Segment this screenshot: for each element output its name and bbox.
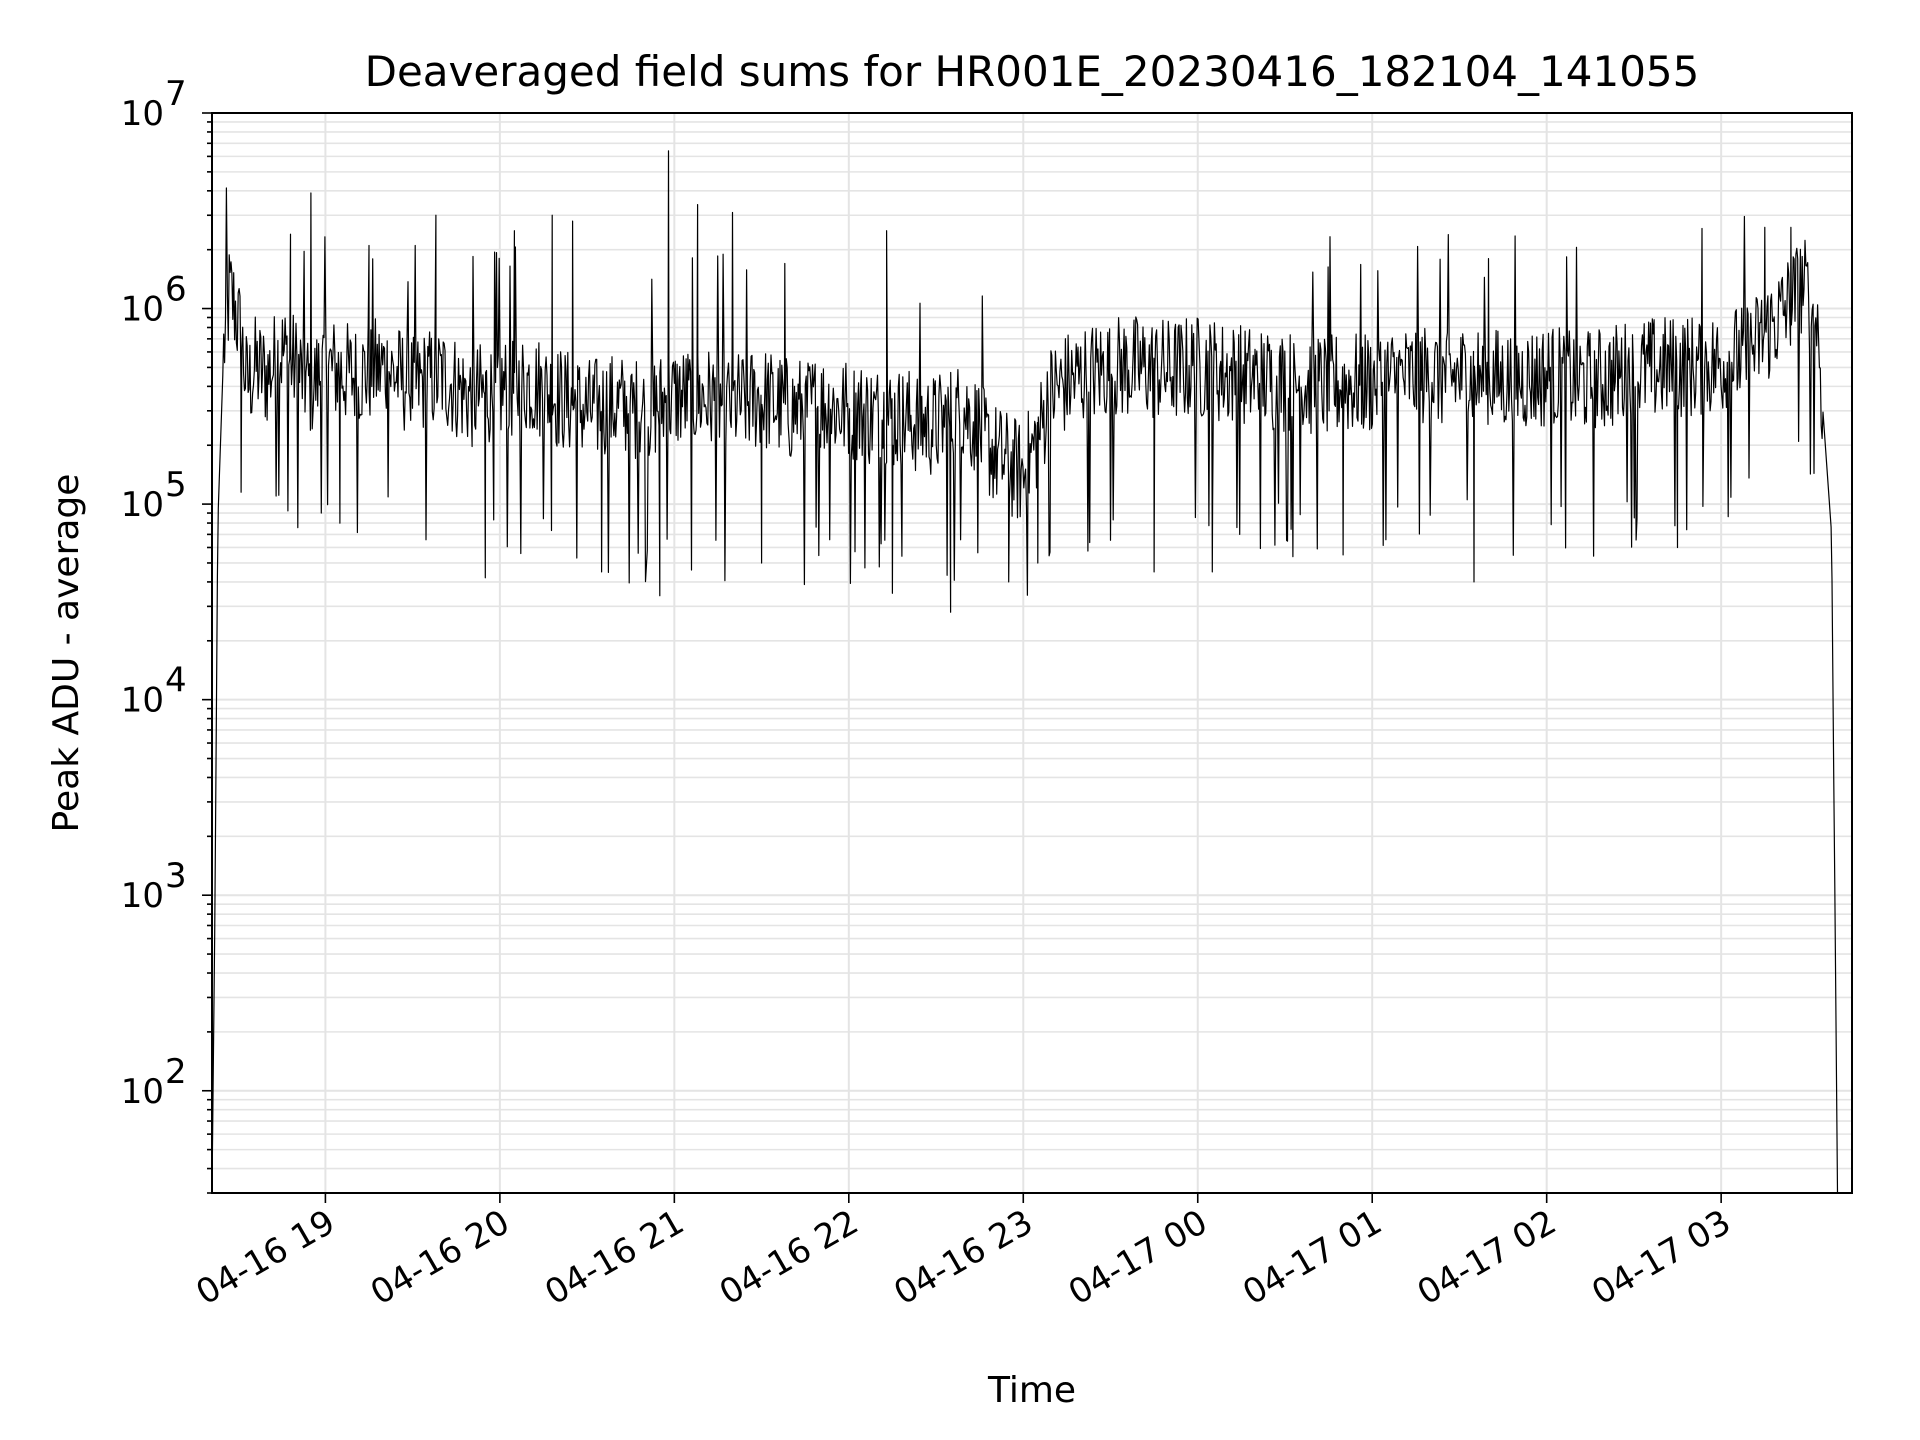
y-tick-label: 10 <box>121 485 164 525</box>
y-tick-exponent: 6 <box>165 270 187 310</box>
plot-frame <box>211 112 1853 1194</box>
y-tick-label: 10 <box>121 681 164 721</box>
line-layer <box>211 150 1839 1194</box>
y-tick-exponent: 5 <box>165 465 187 505</box>
chart-title: Deaveraged field sums for HR001E_2023041… <box>365 47 1700 96</box>
y-tick-exponent: 3 <box>165 856 187 896</box>
series-line <box>211 150 1839 1194</box>
y-tick-exponent: 7 <box>165 74 187 114</box>
y-tick-label: 10 <box>121 94 164 134</box>
y-tick-label: 10 <box>121 290 164 330</box>
y-tick-label: 10 <box>121 876 164 916</box>
y-tick-label: 10 <box>121 1072 164 1112</box>
grid-layer <box>212 113 1852 1194</box>
y-axis-label: Peak ADU - average <box>46 474 87 833</box>
y-tick-exponent: 2 <box>165 1052 187 1092</box>
y-tick-exponent: 4 <box>165 661 187 701</box>
x-axis-label: Time <box>987 1370 1076 1411</box>
